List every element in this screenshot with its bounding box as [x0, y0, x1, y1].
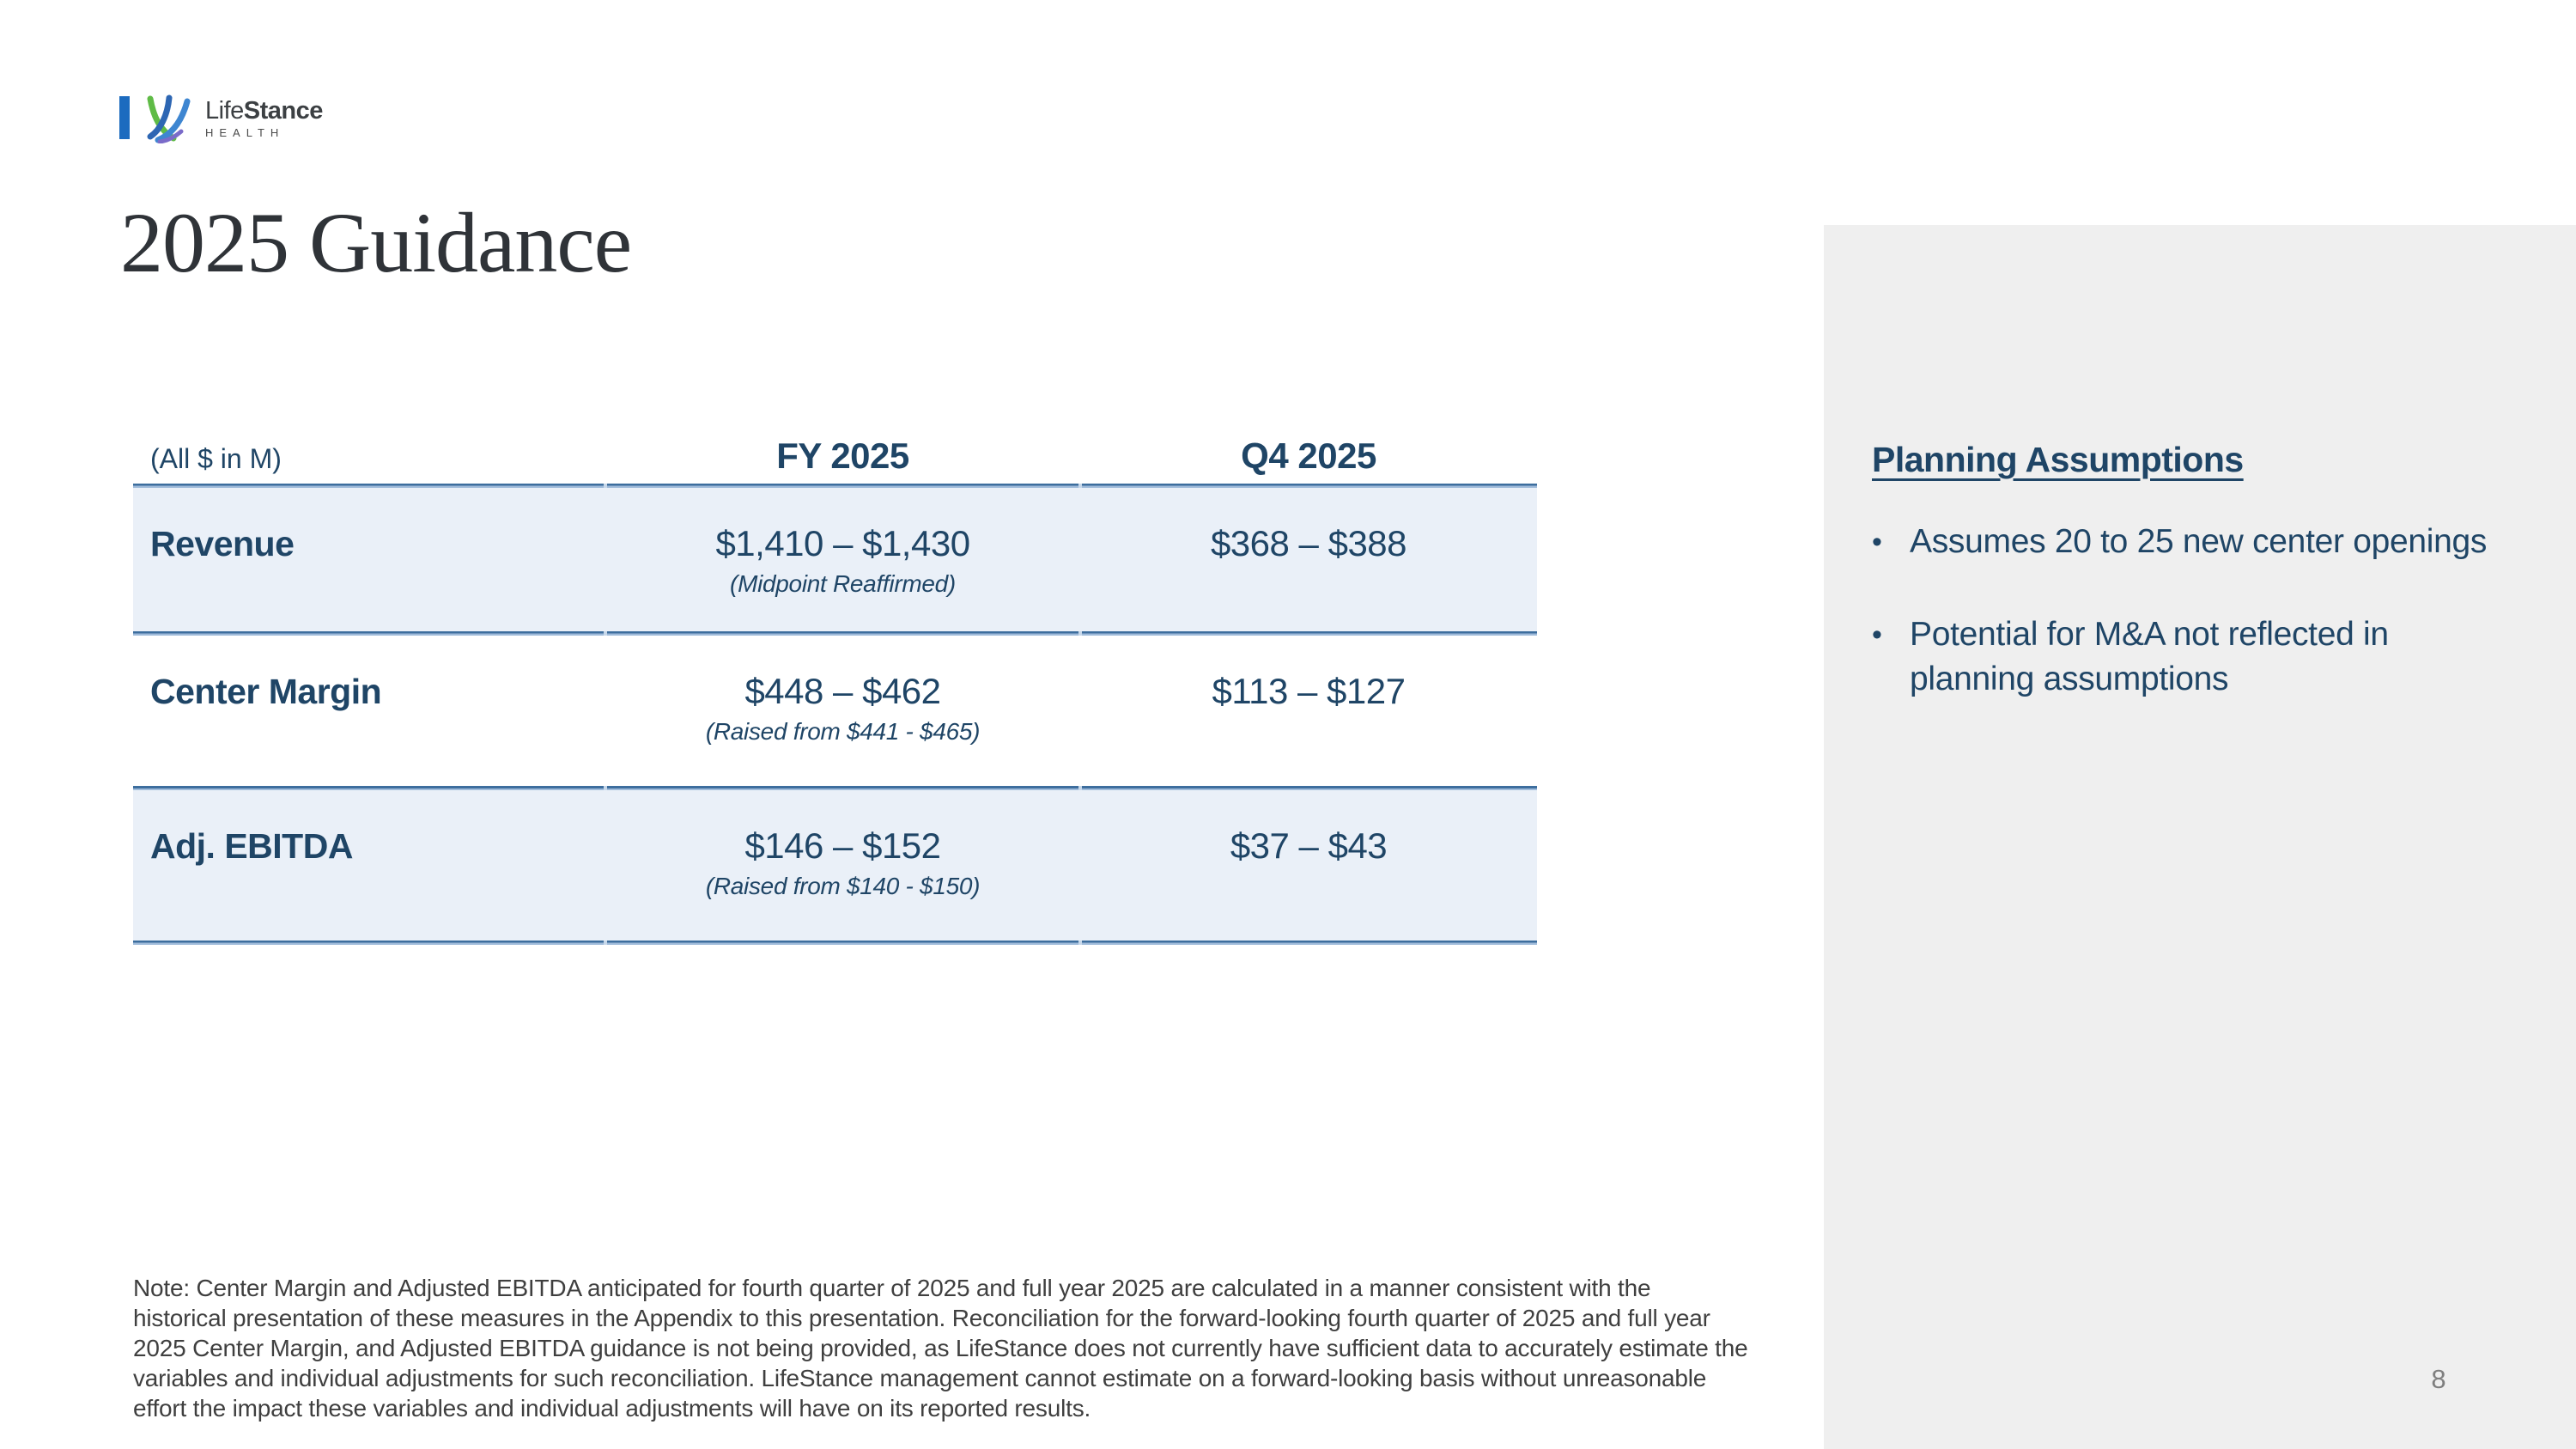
fy2025-value: $1,410 – $1,430 — [715, 523, 970, 563]
row-label: Revenue — [150, 524, 295, 563]
planning-assumptions-panel: Planning Assumptions • Assumes 20 to 25 … — [1824, 225, 2576, 1449]
planning-assumptions-heading: Planning Assumptions — [1872, 440, 2244, 479]
lifestance-logo: LifeStance HEALTH — [119, 91, 323, 143]
column-tick — [1078, 484, 1082, 488]
page-title: 2025 Guidance — [120, 195, 632, 290]
bullet-text: Potential for M&A not reflected in plann… — [1910, 616, 2389, 697]
fy2025-cell: $146 – $152 (Raised from $140 - $150) — [605, 790, 1080, 941]
q42025-cell: $37 – $43 — [1080, 790, 1537, 941]
column-header-fy2025: FY 2025 — [776, 435, 909, 476]
table-unit-label: (All $ in M) — [150, 443, 282, 474]
table-border-line — [133, 631, 1537, 636]
table-border-line — [133, 484, 1537, 488]
q42025-cell: $368 – $388 — [1080, 488, 1537, 631]
column-tick — [1078, 786, 1082, 790]
column-tick — [1078, 941, 1082, 945]
table-row-center-margin: Center Margin $448 – $462 (Raised from $… — [133, 636, 1537, 786]
column-tick — [604, 631, 607, 636]
table-border-line — [133, 941, 1537, 945]
row-label: Center Margin — [150, 672, 382, 711]
q42025-cell: $113 – $127 — [1080, 636, 1537, 786]
q42025-value: $113 – $127 — [1212, 671, 1406, 711]
fy2025-cell: $448 – $462 (Raised from $441 - $465) — [605, 636, 1080, 786]
fy2025-value-note: (Raised from $441 - $465) — [705, 718, 981, 745]
footnote-line: effort the impact these variables and in… — [133, 1395, 1091, 1422]
logo-brand-name: LifeStance — [205, 98, 323, 124]
bullet-marker: • — [1872, 526, 1882, 558]
bullet-marker: • — [1872, 618, 1882, 651]
footnote: Note: Center Margin and Adjusted EBITDA … — [133, 1273, 1829, 1423]
page-number: 8 — [2431, 1364, 2446, 1394]
table-header-row: (All $ in M) FY 2025 Q4 2025 — [133, 429, 1537, 484]
row-label: Adj. EBITDA — [150, 826, 353, 866]
table-border-line — [133, 786, 1537, 790]
column-tick — [1078, 631, 1082, 636]
planning-assumptions-list: • Assumes 20 to 25 new center openings •… — [1872, 520, 2516, 702]
logo-brand-regular: Life — [205, 97, 244, 125]
fy2025-value-note: (Midpoint Reaffirmed) — [730, 570, 956, 597]
column-tick — [604, 786, 607, 790]
bullet-text: Assumes 20 to 25 new center openings — [1910, 523, 2488, 560]
footnote-line: historical presentation of these measure… — [133, 1305, 1710, 1331]
footnote-line: variables and individual adjustments for… — [133, 1365, 1707, 1391]
footnote-line: 2025 Center Margin, and Adjusted EBITDA … — [133, 1335, 1748, 1361]
q42025-value: $368 – $388 — [1210, 523, 1407, 563]
fy2025-value: $146 – $152 — [744, 825, 941, 866]
list-item: • Potential for M&A not reflected in pla… — [1872, 612, 2516, 702]
fy2025-value-note: (Raised from $140 - $150) — [705, 873, 981, 899]
column-header-q42025: Q4 2025 — [1241, 435, 1376, 476]
column-tick — [604, 941, 607, 945]
list-item: • Assumes 20 to 25 new center openings — [1872, 520, 2516, 564]
fy2025-value: $448 – $462 — [744, 671, 941, 711]
footnote-line: Note: Center Margin and Adjusted EBITDA … — [133, 1275, 1651, 1301]
column-tick — [604, 484, 607, 488]
logo-subtitle: HEALTH — [205, 126, 285, 139]
fy2025-cell: $1,410 – $1,430 (Midpoint Reaffirmed) — [605, 488, 1080, 631]
logo-accent-bar — [119, 96, 130, 139]
guidance-table: (All $ in M) FY 2025 Q4 2025 Revenue $1,… — [133, 429, 1537, 945]
lifestance-swoosh-icon — [147, 94, 191, 143]
q42025-value: $37 – $43 — [1230, 825, 1388, 866]
logo-text: LifeStance HEALTH — [205, 98, 323, 139]
table-row-adj-ebitda: Adj. EBITDA $146 – $152 (Raised from $14… — [133, 790, 1537, 941]
logo-brand-bold: Stance — [243, 97, 324, 125]
table-row-revenue: Revenue $1,410 – $1,430 (Midpoint Reaffi… — [133, 488, 1537, 631]
